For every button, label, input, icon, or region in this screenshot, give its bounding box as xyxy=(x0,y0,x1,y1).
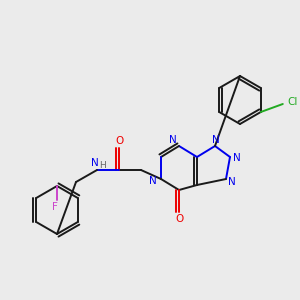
Text: N: N xyxy=(149,176,157,186)
Text: H: H xyxy=(99,161,105,170)
Text: N: N xyxy=(212,135,220,145)
Text: N: N xyxy=(233,153,241,163)
Text: N: N xyxy=(91,158,99,168)
Text: O: O xyxy=(115,136,123,146)
Text: F: F xyxy=(52,202,58,212)
Text: O: O xyxy=(176,214,184,224)
Text: N: N xyxy=(228,177,236,187)
Text: Cl: Cl xyxy=(288,97,298,107)
Text: N: N xyxy=(169,135,177,145)
